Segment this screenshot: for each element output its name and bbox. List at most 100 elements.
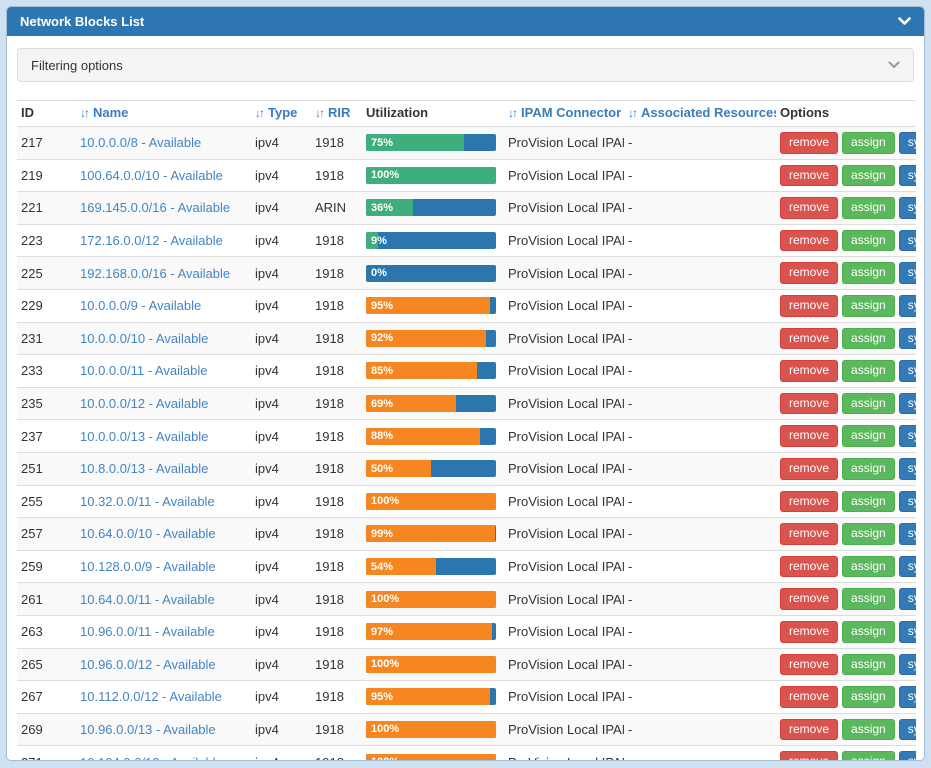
cell-id: 231 bbox=[17, 321, 76, 355]
block-link[interactable]: 10.0.0.0/13 - Available bbox=[80, 428, 209, 444]
assign-button[interactable]: assign bbox=[842, 327, 895, 350]
assign-button[interactable]: assign bbox=[842, 392, 895, 415]
remove-button[interactable]: remove bbox=[780, 686, 839, 708]
sync-button[interactable]: sync bbox=[898, 588, 916, 610]
sync-button[interactable]: sync bbox=[898, 686, 916, 708]
block-link[interactable]: 172.16.0.0/12 - Available bbox=[80, 233, 223, 249]
remove-button[interactable]: remove bbox=[780, 294, 839, 317]
column-header-type[interactable]: ↓↑ Type bbox=[251, 100, 311, 127]
block-link[interactable]: 10.0.0.0/8 - Available bbox=[80, 135, 202, 151]
block-link[interactable]: 10.64.0.0/11 - Available bbox=[80, 591, 215, 607]
remove-button[interactable]: remove bbox=[780, 555, 839, 578]
sync-button[interactable]: sync bbox=[898, 360, 916, 382]
column-header-name[interactable]: ↓↑ Name bbox=[76, 100, 251, 127]
block-link[interactable]: 10.96.0.0/13 - Available bbox=[80, 721, 216, 737]
sync-button[interactable]: sync bbox=[898, 132, 916, 154]
remove-button[interactable]: remove bbox=[780, 327, 839, 350]
sync-button[interactable]: sync bbox=[898, 523, 916, 545]
sync-button[interactable]: sync bbox=[898, 751, 916, 760]
assign-button[interactable]: assign bbox=[842, 555, 895, 578]
assign-button[interactable]: assign bbox=[842, 718, 895, 741]
remove-button[interactable]: remove bbox=[780, 164, 839, 187]
sync-button[interactable]: sync bbox=[898, 164, 916, 187]
remove-button[interactable]: remove bbox=[780, 588, 839, 610]
assign-button[interactable]: assign bbox=[842, 653, 895, 676]
remove-button[interactable]: remove bbox=[780, 392, 839, 415]
cell-type: ipv4 bbox=[251, 549, 311, 583]
assign-button[interactable]: assign bbox=[842, 294, 895, 317]
block-link[interactable]: 10.0.0.0/9 - Available bbox=[80, 298, 202, 314]
block-link[interactable]: 10.0.0.0/10 - Available bbox=[80, 330, 209, 346]
sync-button[interactable]: sync bbox=[898, 392, 916, 415]
assign-button[interactable]: assign bbox=[842, 262, 895, 284]
remove-button[interactable]: remove bbox=[780, 718, 839, 741]
assign-button[interactable]: assign bbox=[842, 425, 895, 447]
sync-button[interactable]: sync bbox=[898, 229, 916, 252]
filtering-options-toggle[interactable]: Filtering options bbox=[17, 48, 914, 82]
remove-button[interactable]: remove bbox=[780, 620, 839, 643]
remove-button[interactable]: remove bbox=[780, 523, 839, 545]
sync-button[interactable]: sync bbox=[898, 718, 916, 741]
remove-button[interactable]: remove bbox=[780, 229, 839, 252]
assign-button[interactable]: assign bbox=[842, 686, 895, 708]
block-link[interactable]: 10.32.0.0/11 - Available bbox=[80, 493, 215, 509]
remove-button[interactable]: remove bbox=[780, 360, 839, 382]
block-link[interactable]: 100.64.0.0/10 - Available bbox=[80, 167, 223, 183]
block-link[interactable]: 10.0.0.0/12 - Available bbox=[80, 396, 209, 412]
cell-options: removeassignsync bbox=[776, 419, 916, 453]
block-link[interactable]: 169.145.0.0/16 - Available bbox=[80, 200, 231, 216]
block-link[interactable]: 10.96.0.0/11 - Available bbox=[80, 624, 215, 640]
remove-button[interactable]: remove bbox=[780, 457, 839, 480]
remove-button[interactable]: remove bbox=[780, 197, 839, 219]
remove-button[interactable]: remove bbox=[780, 751, 839, 760]
block-link[interactable]: 10.96.0.0/12 - Available bbox=[80, 656, 216, 672]
assign-button[interactable]: assign bbox=[842, 620, 895, 643]
sync-button[interactable]: sync bbox=[898, 327, 916, 350]
table-row: 261 10.64.0.0/11 - Available ipv4 1918 100% P… bbox=[17, 582, 916, 616]
assign-button[interactable]: assign bbox=[842, 490, 895, 513]
utilization-bar: 0% bbox=[366, 264, 496, 282]
utilization-bar-fill bbox=[366, 623, 493, 641]
column-label: RIR bbox=[328, 105, 351, 120]
assign-button[interactable]: assign bbox=[842, 588, 895, 610]
assign-button[interactable]: assign bbox=[842, 164, 895, 187]
sync-button[interactable]: sync bbox=[898, 197, 916, 219]
remove-button[interactable]: remove bbox=[780, 490, 839, 513]
utilization-percent-label: 54% bbox=[371, 560, 394, 573]
assign-button[interactable]: assign bbox=[842, 229, 895, 252]
sync-button[interactable]: sync bbox=[898, 620, 916, 643]
assign-button[interactable]: assign bbox=[842, 523, 895, 545]
column-header-rir[interactable]: ↓↑ RIR bbox=[311, 100, 362, 127]
sync-button[interactable]: sync bbox=[898, 294, 916, 317]
remove-button[interactable]: remove bbox=[780, 262, 839, 284]
sync-button[interactable]: sync bbox=[898, 490, 916, 513]
block-link[interactable]: 10.128.0.0/9 - Available bbox=[80, 559, 216, 575]
assign-button[interactable]: assign bbox=[842, 132, 895, 154]
cell-ipam-connector: ProVision Local IPAM bbox=[504, 614, 624, 648]
panel-collapse-button[interactable] bbox=[898, 14, 911, 29]
block-link[interactable]: 10.112.0.0/12 - Available bbox=[80, 689, 222, 705]
sync-button[interactable]: sync bbox=[898, 653, 916, 676]
remove-button[interactable]: remove bbox=[780, 132, 839, 154]
cell-options: removeassignsync bbox=[776, 582, 916, 616]
sync-button[interactable]: sync bbox=[898, 555, 916, 578]
assign-button[interactable]: assign bbox=[842, 197, 895, 219]
remove-button[interactable]: remove bbox=[780, 653, 839, 676]
column-header-ipam-connector[interactable]: ↓↑ IPAM Connector bbox=[504, 100, 624, 127]
block-link[interactable]: 10.8.0.0/13 - Available bbox=[80, 461, 209, 477]
block-link[interactable]: 10.104.0.0/13 - Available bbox=[80, 755, 223, 760]
column-label: Utilization bbox=[366, 105, 429, 120]
column-header-associated-resources[interactable]: ↓↑ Associated Resources bbox=[624, 100, 776, 127]
block-link[interactable]: 192.168.0.0/16 - Available bbox=[80, 265, 231, 281]
assign-button[interactable]: assign bbox=[842, 751, 895, 760]
block-link[interactable]: 10.64.0.0/10 - Available bbox=[80, 526, 216, 542]
table-row: 269 10.96.0.0/13 - Available ipv4 1918 100% P… bbox=[17, 712, 916, 746]
sync-button[interactable]: sync bbox=[898, 457, 916, 480]
assign-button[interactable]: assign bbox=[842, 457, 895, 480]
sync-button[interactable]: sync bbox=[898, 425, 916, 447]
sync-button[interactable]: sync bbox=[898, 262, 916, 284]
cell-name: 100.64.0.0/10 - Available bbox=[76, 158, 251, 192]
remove-button[interactable]: remove bbox=[780, 425, 839, 447]
block-link[interactable]: 10.0.0.0/11 - Available bbox=[80, 363, 208, 379]
assign-button[interactable]: assign bbox=[842, 360, 895, 382]
